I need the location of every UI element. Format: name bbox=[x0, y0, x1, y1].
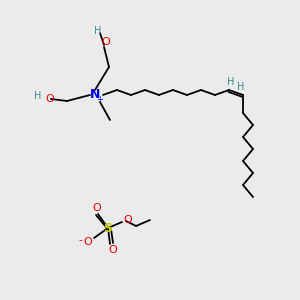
Text: O: O bbox=[124, 215, 132, 225]
Text: N: N bbox=[90, 88, 100, 101]
Text: O: O bbox=[109, 245, 117, 255]
Text: -: - bbox=[78, 235, 82, 245]
Text: H: H bbox=[227, 77, 235, 87]
Text: H: H bbox=[237, 82, 245, 92]
Text: O: O bbox=[46, 94, 54, 104]
Text: O: O bbox=[102, 37, 110, 47]
Text: H: H bbox=[34, 91, 42, 101]
Text: O: O bbox=[93, 203, 101, 213]
Text: H: H bbox=[94, 26, 102, 36]
Text: +: + bbox=[97, 94, 104, 103]
Text: S: S bbox=[103, 221, 112, 235]
Text: O: O bbox=[84, 237, 92, 247]
